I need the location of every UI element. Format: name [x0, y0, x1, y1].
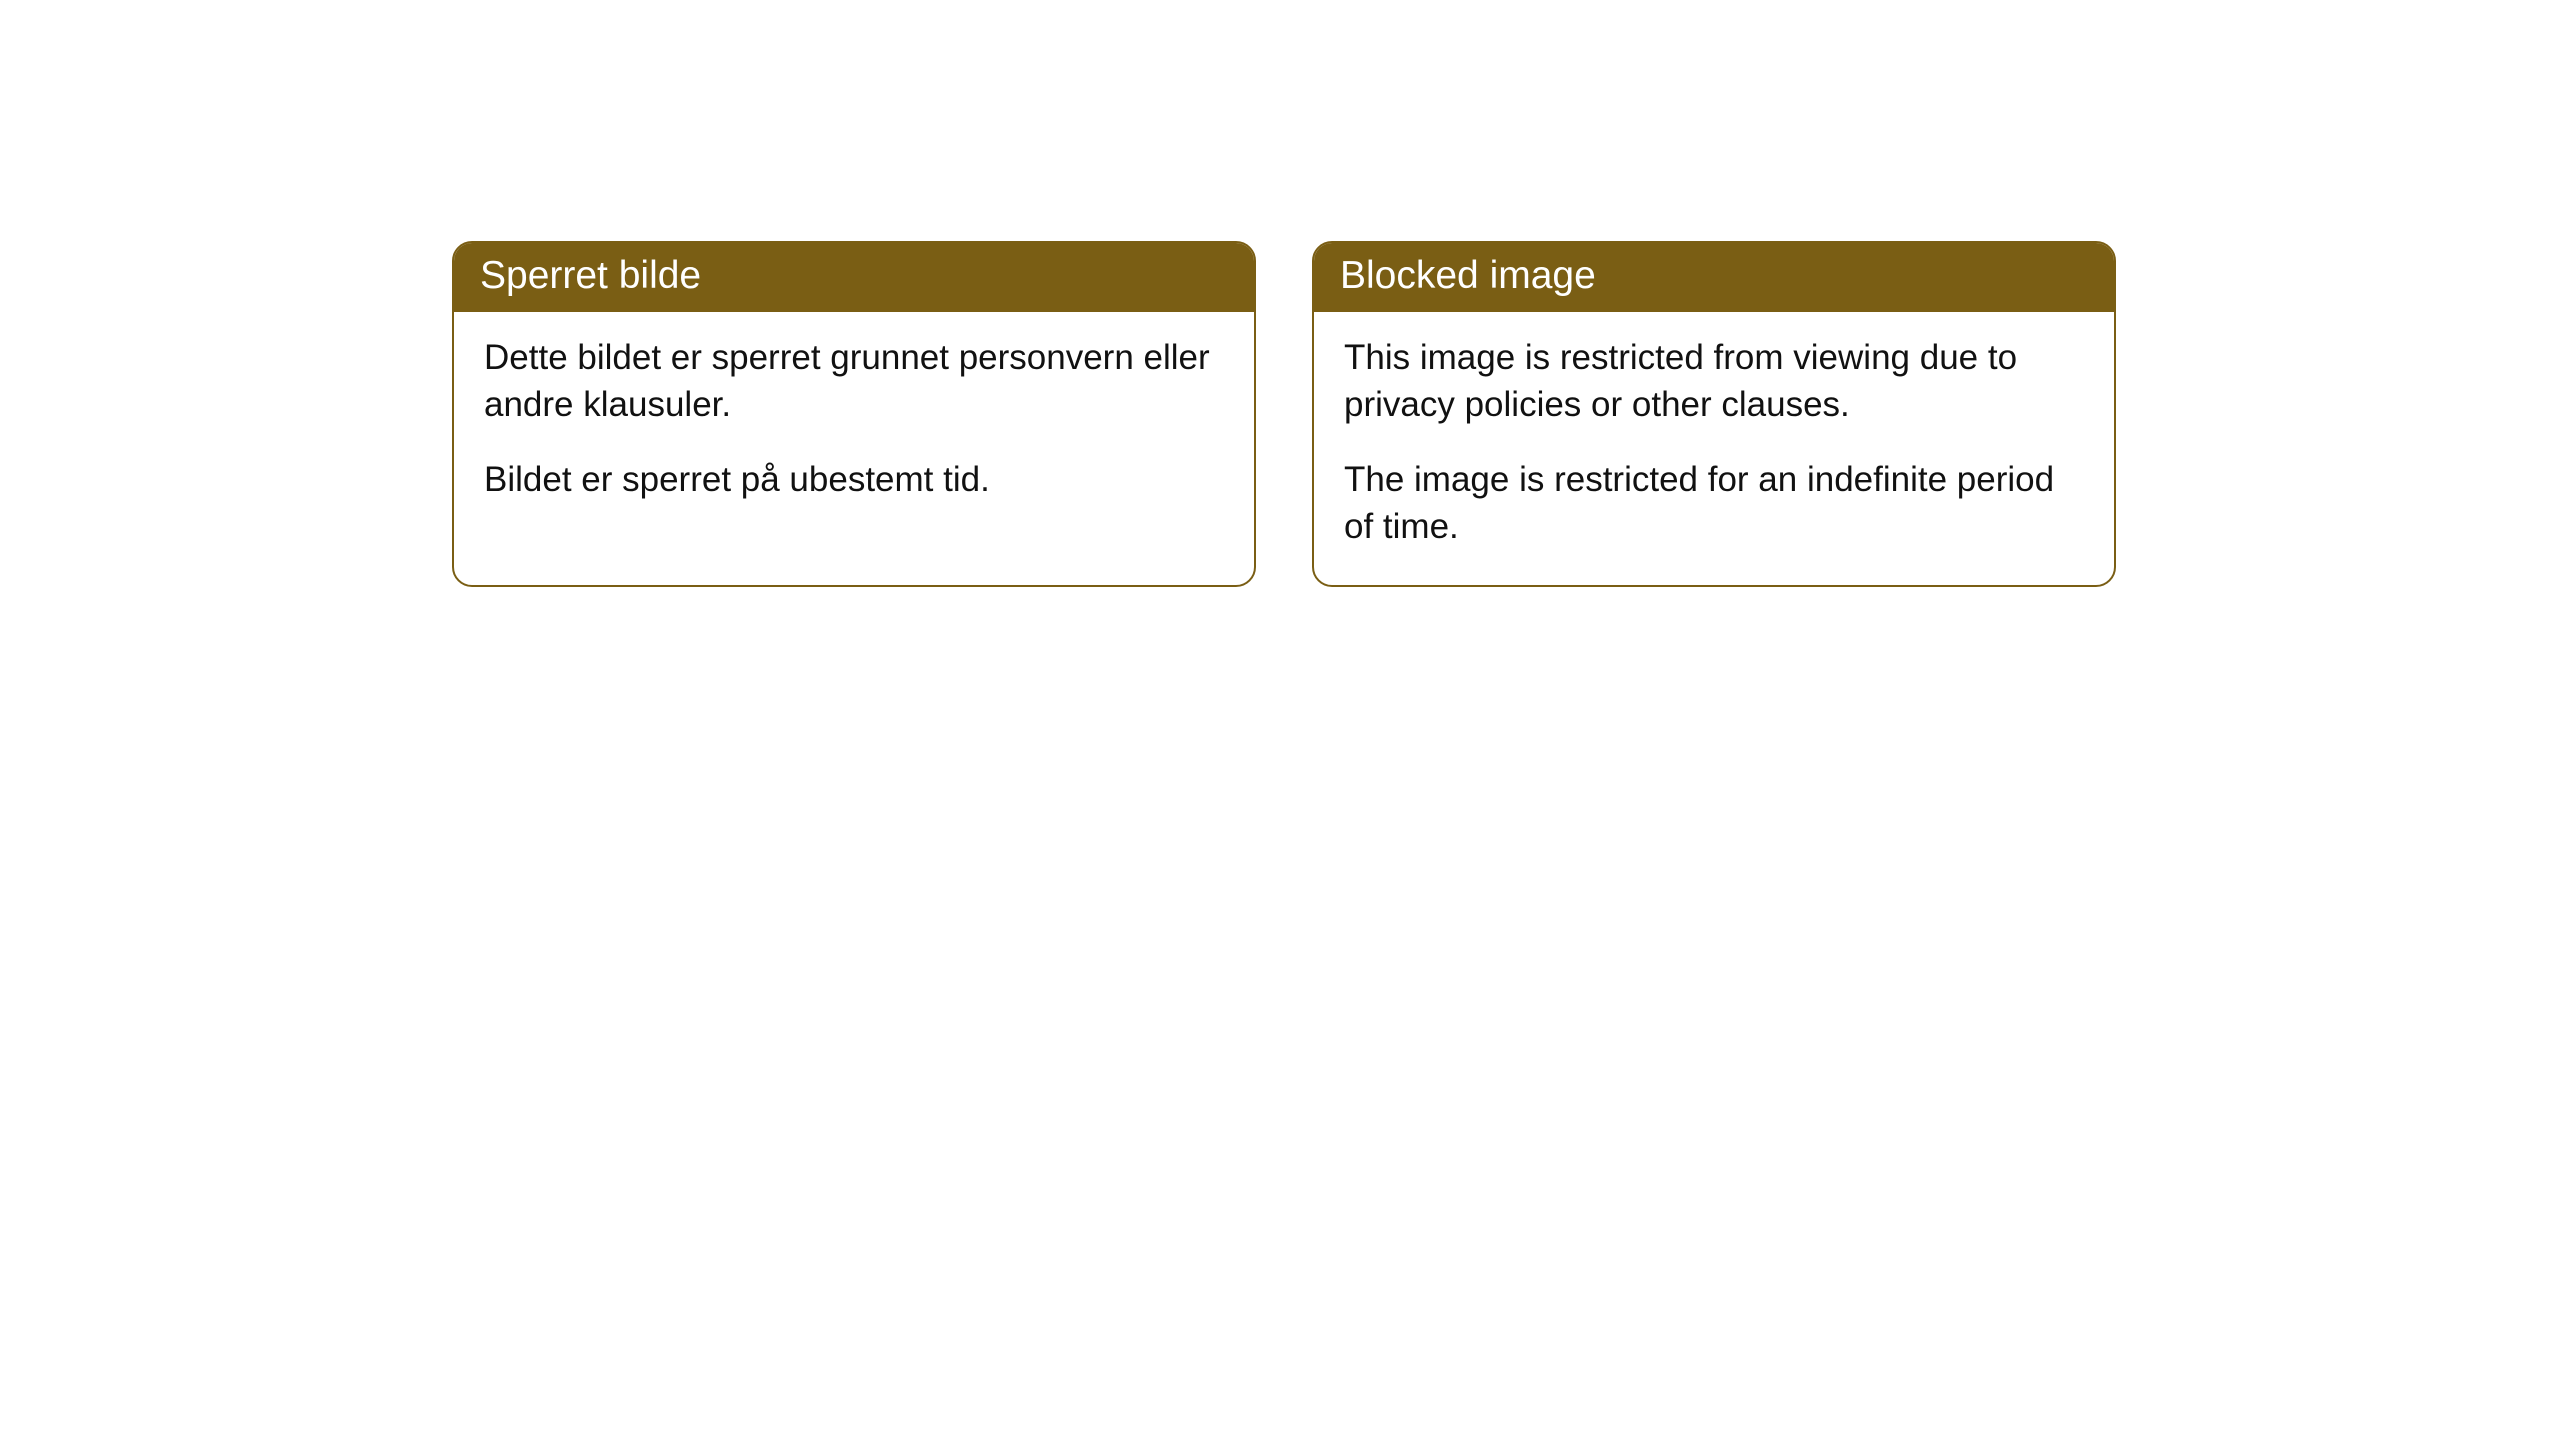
card-title: Sperret bilde — [480, 254, 701, 297]
card-header: Blocked image — [1314, 243, 2114, 312]
notice-card-norwegian: Sperret bilde Dette bildet er sperret gr… — [452, 241, 1256, 587]
notice-cards-container: Sperret bilde Dette bildet er sperret gr… — [452, 241, 2116, 587]
card-paragraph: The image is restricted for an indefinit… — [1344, 456, 2084, 551]
card-paragraph: This image is restricted from viewing du… — [1344, 334, 2084, 429]
card-body: This image is restricted from viewing du… — [1314, 312, 2114, 585]
notice-card-english: Blocked image This image is restricted f… — [1312, 241, 2116, 587]
card-header: Sperret bilde — [454, 243, 1254, 312]
card-paragraph: Bildet er sperret på ubestemt tid. — [484, 456, 1224, 503]
card-paragraph: Dette bildet er sperret grunnet personve… — [484, 334, 1224, 429]
card-body: Dette bildet er sperret grunnet personve… — [454, 312, 1254, 538]
card-title: Blocked image — [1340, 254, 1596, 297]
